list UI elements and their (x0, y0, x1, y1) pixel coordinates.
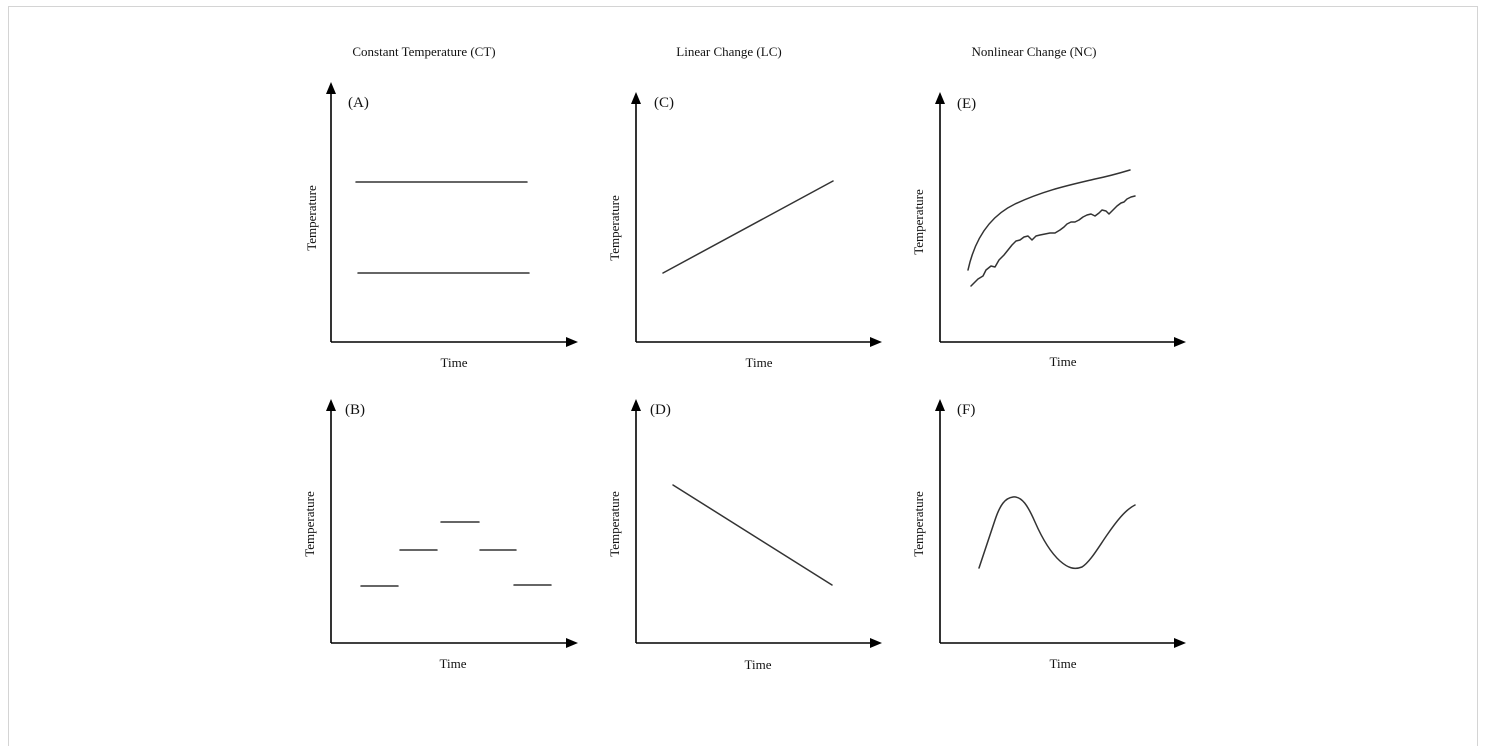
wave-curve (978, 496, 1136, 570)
panel-f: (F) Temperature Time (911, 399, 1186, 671)
x-axis-arrowhead (1174, 337, 1186, 347)
panel-c: (C) Temperature Time (607, 92, 882, 370)
y-axis-label: Temperature (304, 185, 319, 251)
panel-label: (E) (957, 96, 976, 112)
panel-label: (F) (957, 402, 975, 418)
x-axis-label: Time (746, 355, 773, 370)
x-axis-arrowhead (566, 337, 578, 347)
y-axis-arrowhead (935, 92, 945, 104)
x-axis-label: Time (1050, 354, 1077, 369)
column-title-ct: Constant Temperature (CT) (352, 44, 495, 59)
fluctuating-nonlinear-curve (970, 195, 1136, 287)
column-title-lc: Linear Change (LC) (676, 44, 781, 59)
panel-e: (E) Temperature Time (911, 92, 1186, 369)
y-axis-label: Temperature (607, 195, 622, 261)
panel-a: (A) Temperature Time (304, 82, 578, 370)
temperature-regimes-figure: Constant Temperature (CT) Linear Change … (302, 44, 1186, 672)
linear-increase-line (662, 180, 834, 274)
figure-frame (8, 6, 1478, 746)
column-title-nc: Nonlinear Change (NC) (972, 44, 1097, 59)
y-axis-arrowhead (326, 399, 336, 411)
panel-b: (B) Temperature Time (302, 399, 578, 671)
y-axis-label: Temperature (911, 189, 926, 255)
y-axis-arrowhead (631, 399, 641, 411)
panel-label: (C) (654, 95, 674, 111)
y-axis-label: Temperature (302, 491, 317, 557)
linear-decrease-line (672, 484, 833, 586)
x-axis-label: Time (1050, 656, 1077, 671)
panel-label: (A) (348, 95, 369, 111)
x-axis-arrowhead (870, 337, 882, 347)
x-axis-label: Time (745, 657, 772, 672)
y-axis-label: Temperature (911, 491, 926, 557)
y-axis-arrowhead (326, 82, 336, 94)
y-axis-label: Temperature (607, 491, 622, 557)
x-axis-label: Time (440, 656, 467, 671)
panel-label: (D) (650, 402, 671, 418)
smooth-nonlinear-curve (967, 169, 1131, 271)
x-axis-arrowhead (870, 638, 882, 648)
panel-d: (D) Temperature Time (607, 399, 882, 672)
panel-label: (B) (345, 402, 365, 418)
x-axis-arrowhead (566, 638, 578, 648)
x-axis-arrowhead (1174, 638, 1186, 648)
y-axis-arrowhead (935, 399, 945, 411)
y-axis-arrowhead (631, 92, 641, 104)
x-axis-label: Time (441, 355, 468, 370)
